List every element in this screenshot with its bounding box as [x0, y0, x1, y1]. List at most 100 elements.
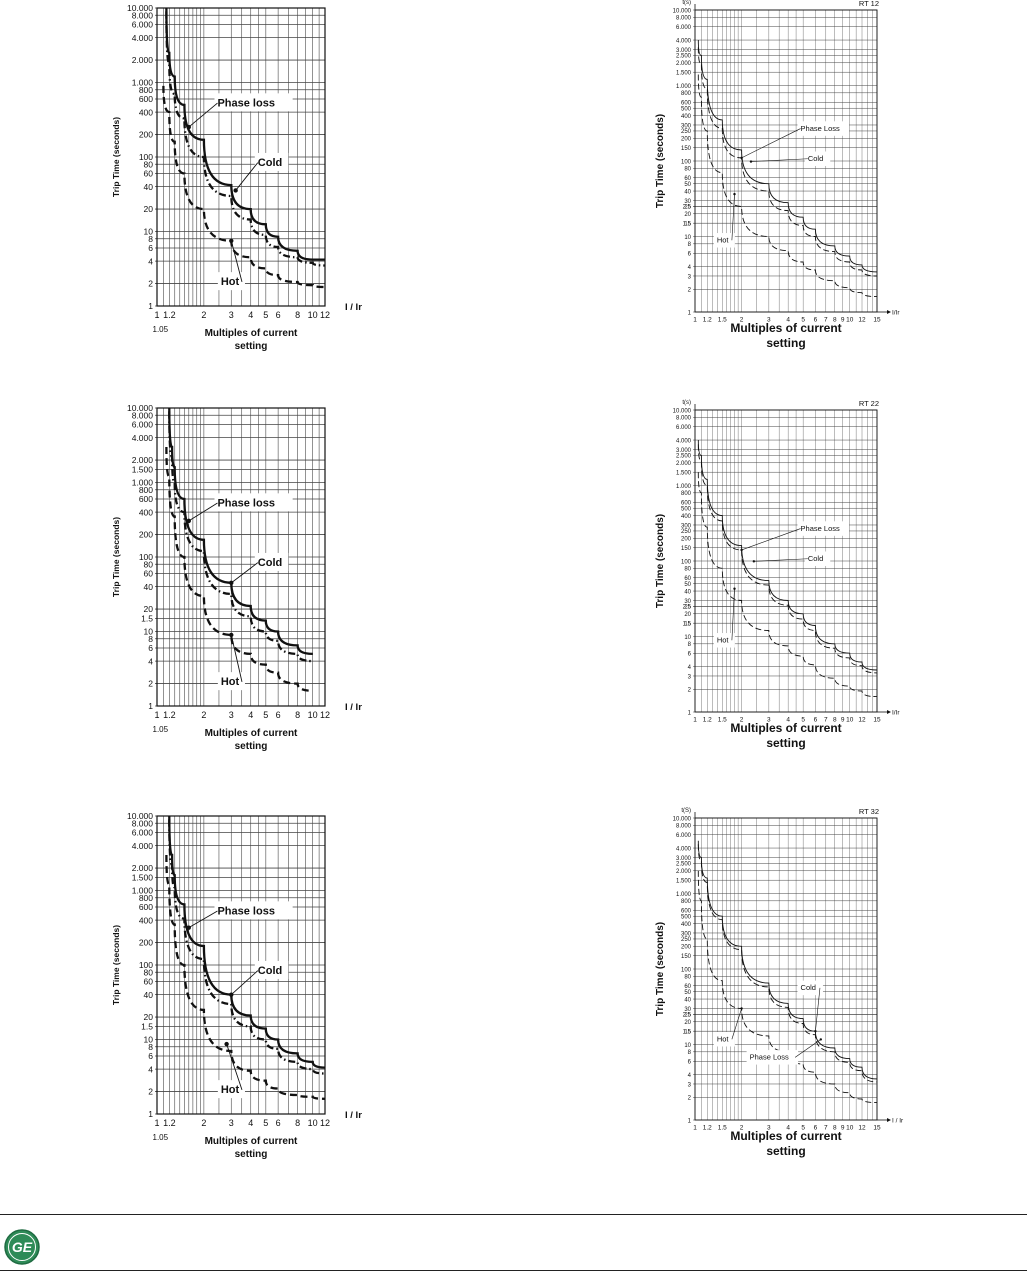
x-axis-title-line2: setting [766, 336, 805, 350]
x-tick-label: 6 [276, 1118, 281, 1128]
annotation-bg [746, 1050, 799, 1065]
annotation-label: Phase Loss [801, 524, 840, 533]
annotation-label: Hot [717, 236, 730, 245]
x-tick-label: 12 [858, 717, 866, 724]
x-tick-label: 1 [693, 717, 697, 724]
y-axis-unit-label: t(s) [682, 400, 691, 406]
annotation-bg [713, 1031, 735, 1047]
x-tick-label: 2 [740, 1125, 744, 1132]
y-tick-label: 2 [688, 688, 692, 694]
y-tick-label: 2.5 [683, 205, 692, 211]
x-tick-label: 10 [846, 717, 854, 724]
y-tick-label: 1.500 [132, 873, 154, 883]
y-tick-label: 25 [684, 605, 691, 611]
y-tick-label: 8 [688, 242, 692, 248]
chart-title: RT 12 [859, 0, 879, 8]
chart-title: RT 32 [859, 807, 879, 816]
x-tick-label: 1 [154, 1118, 159, 1128]
x-tick-label: 1.2 [703, 1125, 712, 1132]
y-tick-label: 6 [148, 643, 153, 653]
y-tick-label: 2.500 [676, 454, 692, 460]
x-tick-label: 12 [858, 1125, 866, 1132]
x-axis-unit-label: I / Ir [345, 1110, 362, 1121]
series-line-cold [168, 407, 313, 656]
annotation-arrow-tip [749, 160, 753, 163]
y-tick-label: 2.000 [676, 869, 692, 875]
y-tick-label: 2.500 [676, 862, 692, 868]
y-tick-label: 600 [681, 501, 692, 507]
x-tick-label: 7 [824, 717, 828, 724]
series-line-phase-loss [697, 47, 878, 277]
y-tick-label: 1.000 [132, 886, 154, 896]
y-tick-label: 8 [688, 642, 692, 648]
y-tick-label: 100 [681, 159, 692, 165]
x-tick-label: 2 [201, 1118, 206, 1128]
annotation-leader [753, 558, 808, 562]
y-tick-label: 4 [148, 256, 153, 266]
y-tick-label: 4 [688, 265, 692, 271]
annotation-label: Hot [717, 636, 730, 645]
y-tick-label: 2.000 [676, 61, 692, 67]
annotation-bg [797, 121, 850, 136]
y-tick-label: 150 [681, 954, 692, 960]
x-tick-label: 6 [814, 1125, 818, 1132]
y-tick-label: 100 [139, 552, 153, 562]
annotation-label: Phase loss [217, 905, 274, 917]
annotation-arrow-tip [186, 124, 191, 130]
x-tick-label: 1.2 [163, 710, 176, 720]
y-tick-label: 1.5 [141, 1022, 153, 1032]
y-tick-label: 250 [681, 937, 692, 943]
y-axis-title: Trip Time (seconds) [655, 514, 666, 608]
y-tick-label: 6 [148, 243, 153, 253]
y-tick-label: 4 [148, 656, 153, 666]
annotation-arrow-tip [752, 560, 756, 563]
y-tick-label: 6.000 [676, 425, 692, 431]
x-axis-title-line1: Multiples of current [205, 328, 298, 339]
y-tick-label: 20 [684, 212, 691, 218]
x-axis-arrowhead [887, 1118, 891, 1122]
y-tick-label: 600 [681, 101, 692, 107]
y-tick-label: 6 [688, 652, 692, 658]
y-tick-label: 6.000 [676, 833, 692, 839]
y-tick-label: 500 [681, 107, 692, 113]
chart-title: RT 22 [859, 399, 879, 408]
x-tick-label: 9 [841, 1125, 845, 1132]
y-tick-label: 400 [139, 107, 153, 117]
plot-frame [156, 7, 326, 307]
left-chart-3: 10.0008.0006.0004.0002.0001.5001.0008006… [111, 811, 362, 1160]
y-tick-label: 2.5 [683, 605, 692, 611]
x-tick-label: 4 [248, 310, 253, 320]
y-tick-label: 8 [688, 1050, 692, 1056]
y-tick-label: 1 [148, 1109, 153, 1119]
y-axis-title: Trip Time (seconds) [111, 117, 121, 197]
y-tick-label: 150 [681, 146, 692, 152]
annotation-label: Cold [808, 554, 823, 563]
annotation-bg [214, 93, 293, 112]
y-tick-label: 600 [139, 494, 153, 504]
y-axis-title: Trip Time (seconds) [111, 925, 121, 1005]
y-tick-label: 30 [684, 199, 691, 205]
y-tick-label: 2 [148, 679, 153, 689]
annotation-arrow-tip [740, 1007, 743, 1010]
y-tick-label: 40 [684, 189, 691, 195]
x-tick-label: 3 [767, 317, 771, 324]
annotation-bg [797, 521, 850, 536]
x-tick-label: 1.2 [163, 310, 176, 320]
y-tick-label: 10 [684, 235, 691, 241]
y-tick-label: 100 [139, 960, 153, 970]
y-tick-label: 40 [144, 182, 154, 192]
y-tick-label: 15 [684, 221, 691, 227]
x-axis-title-line2: setting [235, 741, 268, 752]
y-tick-label: 20 [684, 1020, 691, 1026]
x-tick-label: 4 [248, 710, 253, 720]
x-tick-label: 7 [824, 1125, 828, 1132]
x-tick-label: 3 [767, 1125, 771, 1132]
y-tick-label: 800 [139, 85, 153, 95]
y-tick-label: 6.000 [132, 420, 154, 430]
annotation-arrow-tip [229, 632, 234, 638]
y-tick-label: 10.000 [127, 3, 153, 13]
annotation-arrow-tip [224, 1041, 229, 1047]
annotation-arrow-tip [233, 188, 238, 193]
x-tick-label: 1.5 [718, 317, 727, 324]
